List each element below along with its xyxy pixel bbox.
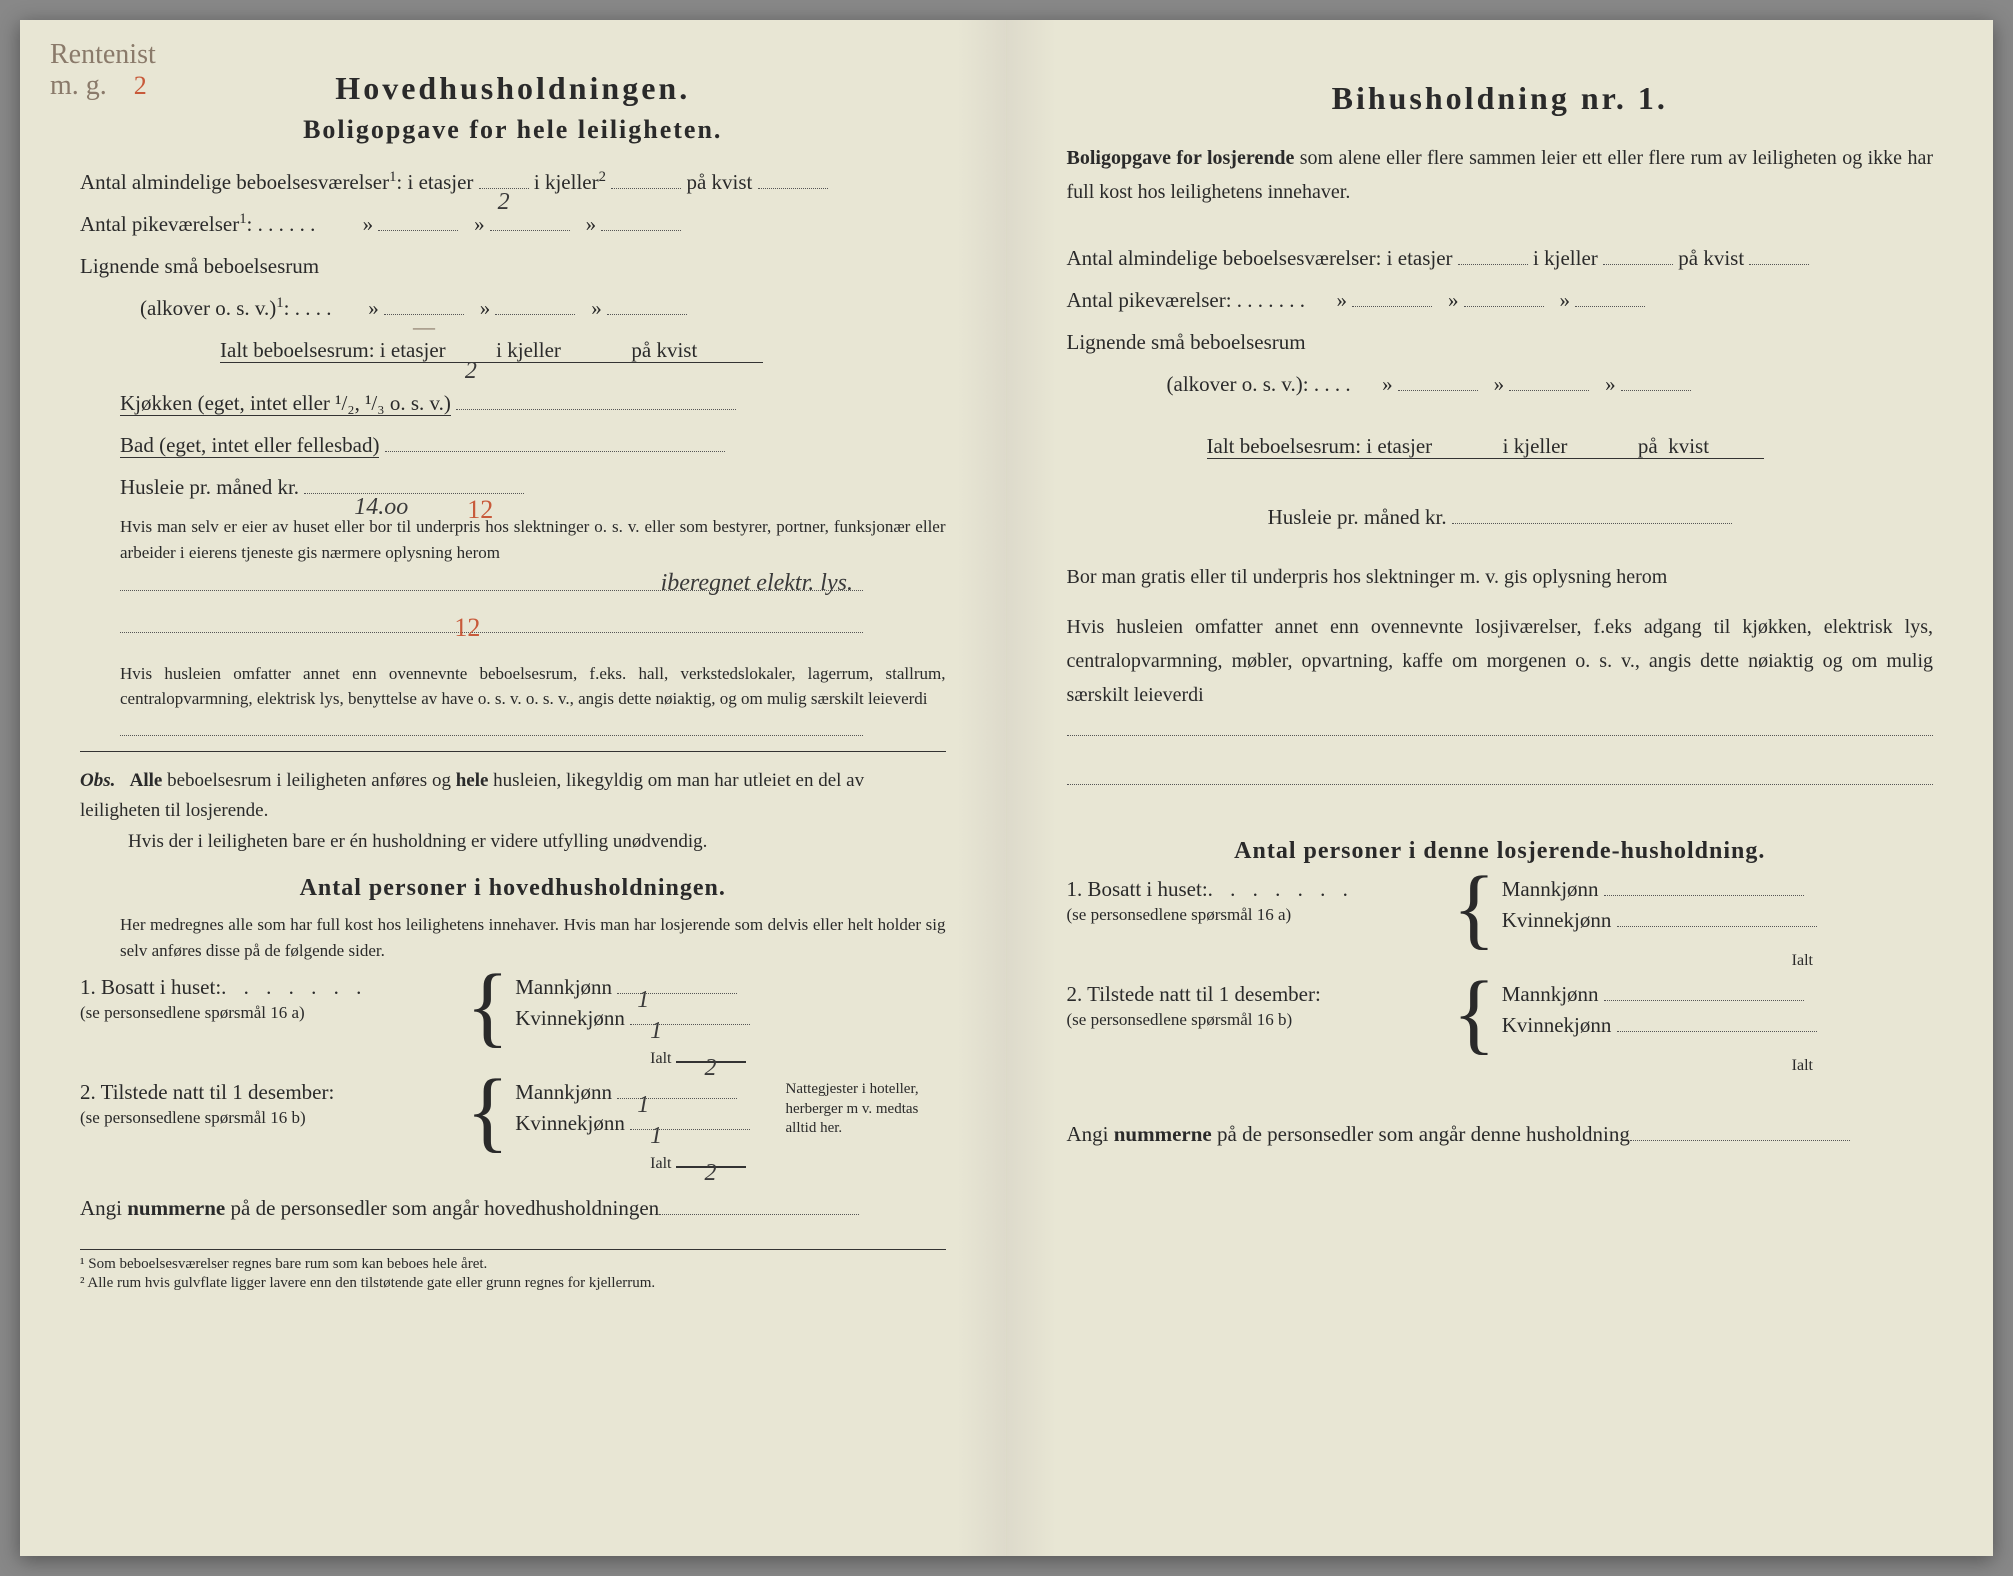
r-row-lignende: Lignende små beboelsesrum	[1067, 323, 1934, 363]
right-title: Bihusholdning nr. 1.	[1067, 80, 1934, 117]
r-row-antal-alm: Antal almindelige beboelsesværelser: i e…	[1067, 239, 1934, 279]
val-ialt-1: 2	[705, 1055, 717, 1082]
left-title-1: Hovedhusholdningen.	[80, 70, 946, 107]
r-ialt-row-1: Ialt	[1067, 952, 1934, 970]
document-spread: Rentenist m. g. 2 Hovedhusholdningen. Bo…	[20, 20, 1993, 1556]
r-ialt-row-2: Ialt	[1067, 1057, 1934, 1075]
val-etasjer-1: 2	[498, 180, 510, 226]
para-medregnes: Her medregnes alle som har full kost hos…	[80, 912, 946, 963]
row-antal-pike: Antal pikeværelser1: . . . . . . » » »	[80, 205, 946, 245]
footnote-1: ¹ Som beboelsesværelser regnes bare rum …	[80, 1256, 946, 1273]
para-hvis-husleien: Hvis husleien omfatter annet enn ovennev…	[80, 661, 946, 712]
row-husleie: Husleie pr. måned kr. 14.oo 12	[80, 468, 946, 508]
angi-line-left: Angi nummerne på de personsedler som ang…	[80, 1189, 946, 1229]
r-row-husleie: Husleie pr. måned kr.	[1067, 498, 1934, 538]
persons-block-2: 2. Tilstede natt til 1 desember: (se per…	[80, 1080, 946, 1143]
val-mann-2: 1	[637, 1092, 649, 1119]
h3-antal-right: Antal personer i denne losjerende-hushol…	[1067, 838, 1934, 865]
row-note-fill: iberegnet elektr. lys.	[80, 565, 946, 605]
footnotes: ¹ Som beboelsesværelser regnes bare rum …	[80, 1249, 946, 1292]
corner-note-red: 2	[134, 71, 147, 100]
left-title-2: Boligopgave for hele leiligheten.	[80, 115, 946, 145]
val-mann-1: 1	[637, 987, 649, 1014]
r-row-alkover: (alkover o. s. v.): . . . . » » »	[1067, 365, 1934, 405]
corner-note-1: Rentenist	[50, 40, 156, 71]
obs-block: Obs. Alle beboelsesrum i leiligheten anf…	[80, 766, 946, 857]
obs-text-2: Hvis der i leiligheten bare er én hushol…	[80, 827, 707, 857]
ialt-row-2: Ialt 2	[80, 1155, 946, 1173]
val-note-red-below: 12	[454, 603, 480, 652]
corner-note-2: m. g. 2	[50, 71, 156, 102]
right-lead: Boligopgave for losjerende som alene ell…	[1067, 141, 1934, 209]
row-ialt-beb: Ialt beboelsesrum: i etasjer 2 i kjeller…	[80, 331, 946, 371]
val-husleie-pen: 14.oo	[354, 485, 408, 531]
left-page: Rentenist m. g. 2 Hovedhusholdningen. Bo…	[20, 20, 1007, 1556]
persons-block-1: 1. Bosatt i huset:. . . . . . . (se pers…	[80, 975, 946, 1038]
val-note-pen: iberegnet elektr. lys.	[661, 561, 853, 607]
footnote-2: ² Alle rum hvis gulvflate ligger lavere …	[80, 1275, 946, 1292]
h3-antal-left: Antal personer i hovedhusholdningen.	[80, 875, 946, 902]
row-kjokken: Kjøkken (eget, intet eller ¹/₂, ¹/₃ o. s…	[80, 384, 946, 424]
val-kvinne-2: 1	[650, 1123, 662, 1150]
para-hvis-eier: Hvis man selv er eier av huset eller bor…	[80, 514, 946, 565]
val-ialt-2: 2	[705, 1160, 717, 1187]
obs-text-1: Alle beboelsesrum i leiligheten anføres …	[80, 770, 864, 821]
r-para-hvis-husleien: Hvis husleien omfatter annet enn ovennev…	[1067, 610, 1934, 712]
row-lignende: Lignende små beboelsesrum	[80, 247, 946, 287]
r-row-antal-pike: Antal pikeværelser: . . . . . . . » » »	[1067, 281, 1934, 321]
val-kvinne-1: 1	[650, 1018, 662, 1045]
r-persons-block-1: 1. Bosatt i huset:. . . . . . . (se pers…	[1067, 877, 1934, 940]
ialt-row-1: Ialt 2	[80, 1050, 946, 1068]
row-antal-alm: Antal almindelige beboelsesværelser1: i …	[80, 163, 946, 203]
corner-annotation: Rentenist m. g. 2	[50, 40, 156, 102]
r-row-ialt-beb: Ialt beboelsesrum: i etasjer i kjeller p…	[1067, 427, 1934, 467]
val-etasjer-2: 2	[465, 349, 477, 395]
right-page: Bihusholdning nr. 1. Boligopgave for los…	[1007, 20, 1994, 1556]
r-persons-block-2: 2. Tilstede natt til 1 desember: (se per…	[1067, 982, 1934, 1045]
angi-line-right: Angi nummerne på de personsedler som ang…	[1067, 1115, 1934, 1155]
row-bad: Bad (eget, intet eller fellesbad)	[80, 426, 946, 466]
sidenote: Nattegjester i hoteller, herberger m v. …	[786, 1080, 946, 1139]
val-husleie-red: 12	[467, 485, 493, 534]
row-alkover: (alkover o. s. v.)1: . . . . » — » »	[80, 289, 946, 329]
r-para-bor-gratis: Bor man gratis eller til underpris hos s…	[1067, 560, 1934, 594]
arrow-mark: —	[413, 306, 435, 348]
